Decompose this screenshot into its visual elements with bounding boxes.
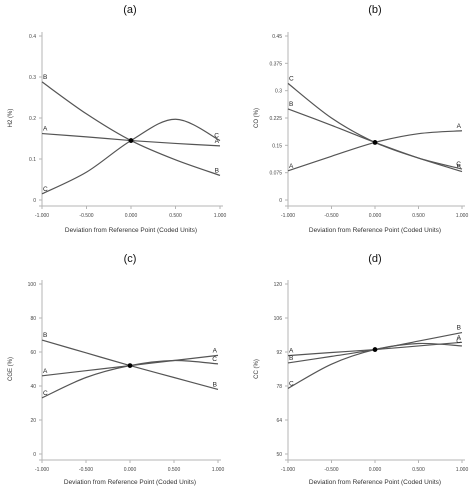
x-tick-label: 0.000 [369,213,382,219]
series-label-end: C [214,133,219,140]
series-label-start: A [289,163,294,170]
y-tick-label: 0.1 [29,157,36,163]
x-axis-label: Deviation from Reference Point (Coded Un… [309,227,441,234]
series-line-a [287,130,463,172]
series-label-start: A [43,368,48,375]
y-tick-label: 78 [276,384,282,390]
y-tick-label: 40 [30,384,36,390]
y-tick-label: 120 [274,282,283,288]
series-label-start: C [43,186,48,193]
series-label-end: B [457,164,461,171]
series-label-start: A [289,348,294,355]
x-tick-label: 0.500 [412,467,425,473]
series-label-start: B [43,74,47,81]
series-label-end: C [212,356,217,363]
y-tick-label: 20 [30,418,36,424]
x-tick-label: -1.000 [281,467,295,473]
x-tick-label: -0.500 [324,213,338,219]
series-label-start: B [289,355,293,362]
x-tick-label: 0.500 [168,467,181,473]
reference-point-marker [128,138,134,143]
series-label-start: A [43,126,48,133]
series-label-start: B [289,101,293,108]
y-axis-label: CGE (%) [8,357,14,381]
y-tick-label: 92 [276,350,282,356]
x-tick-label: -1.000 [281,213,295,219]
y-axis-label: CC (%) [254,359,260,379]
y-tick-label: 60 [30,350,36,356]
x-tick-label: -0.500 [79,467,93,473]
y-tick-label: 106 [274,316,283,322]
series-label-end: A [213,347,218,354]
y-tick-label: 0.15 [272,143,282,149]
series-label-start: B [43,332,47,339]
series-line-b [41,81,221,176]
y-tick-label: 0.2 [29,116,36,122]
series-label-end: C [456,338,461,345]
panel-label: (b) [368,4,381,16]
y-tick-label: 100 [28,282,37,288]
x-tick-label: -1.000 [35,467,49,473]
series-label-end: C [456,161,461,168]
y-tick-label: 0 [279,198,282,204]
x-tick-label: 1.000 [214,213,227,219]
y-tick-label: 0 [33,198,36,204]
series-label-start: C [289,380,294,387]
x-axis-label: Deviation from Reference Point (Coded Un… [65,227,197,234]
y-axis-label: CO (%) [254,108,260,128]
series-line-c [41,118,221,195]
x-tick-label: -0.500 [324,467,338,473]
x-tick-label: 0.500 [412,213,425,219]
reference-point-marker [372,140,378,145]
y-tick-label: 0.3 [275,89,282,95]
series-label-end: B [215,167,219,174]
x-axis-label: Deviation from Reference Point (Coded Un… [309,479,441,486]
y-tick-label: 0.075 [269,171,282,177]
y-axis-label: H2 (%) [8,109,14,128]
y-tick-label: 0.4 [29,34,36,40]
y-tick-label: 64 [276,418,282,424]
x-tick-label: 0.500 [169,213,182,219]
y-tick-label: 80 [30,316,36,322]
x-tick-label: 1.000 [456,467,469,473]
panel-label: (c) [124,253,137,265]
x-tick-label: 1.000 [212,467,225,473]
y-tick-label: 0 [33,452,36,458]
y-tick-label: 0.225 [269,116,282,122]
series-label-end: B [213,381,217,388]
x-tick-label: -0.500 [79,213,93,219]
reference-point-marker [372,347,378,352]
x-tick-label: 0.000 [369,467,382,473]
series-label-start: C [289,75,294,82]
x-tick-label: 0.000 [124,467,137,473]
y-tick-label: 0.3 [29,75,36,81]
x-tick-label: -1.000 [35,213,49,219]
y-tick-label: 0.45 [272,34,282,40]
y-tick-label: 0.375 [269,61,282,67]
reference-point-marker [127,363,133,368]
series-label-start: C [43,390,48,397]
panel-label: (a) [123,4,136,16]
series-label-end: B [457,325,461,332]
x-tick-label: 0.000 [125,213,138,219]
y-tick-label: 50 [276,452,282,458]
series-line-c [287,82,463,170]
series-label-end: A [215,138,220,145]
series-label-end: A [457,123,462,130]
panel-label: (d) [368,253,381,265]
x-tick-label: 1.000 [456,213,469,219]
x-axis-label: Deviation from Reference Point (Coded Un… [64,479,196,486]
series-label-end: A [457,334,462,341]
